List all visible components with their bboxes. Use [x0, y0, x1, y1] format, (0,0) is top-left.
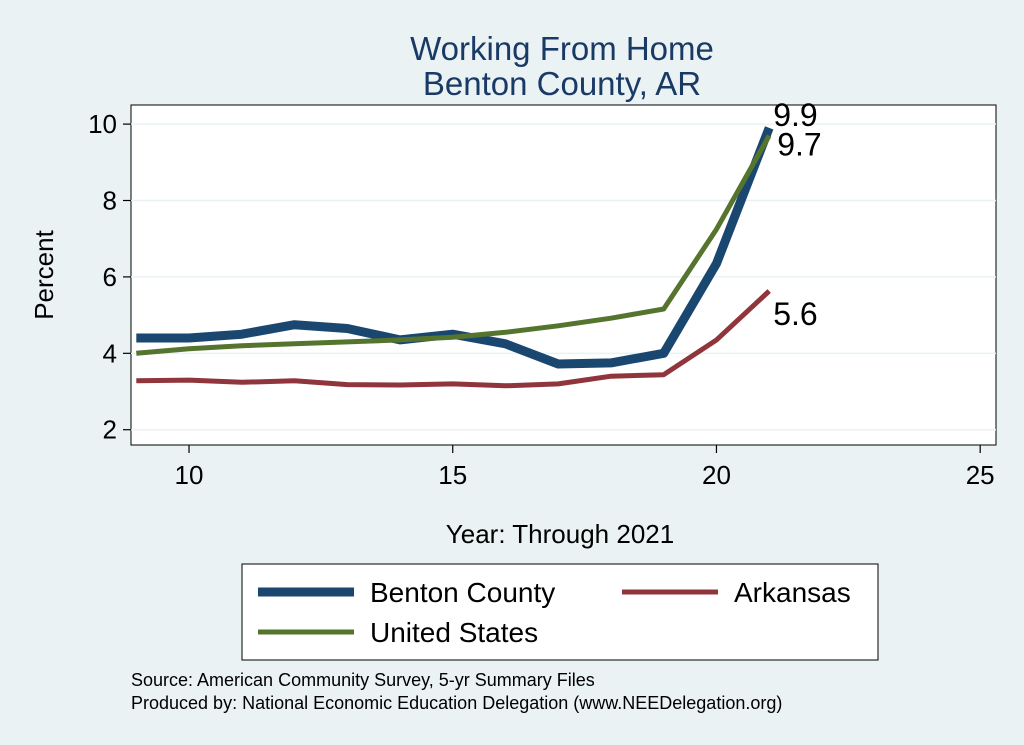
y-tick-label: 8 — [103, 186, 117, 216]
legend-box — [241, 563, 879, 661]
y-tick-label: 4 — [103, 338, 117, 368]
end-label-arkansas: 5.6 — [773, 296, 817, 332]
series-line-united-states — [136, 134, 772, 356]
chart-title: Working From Home — [410, 30, 714, 67]
producer-note: Produced by: National Economic Education… — [131, 693, 782, 713]
y-tick-label: 10 — [88, 109, 117, 139]
plot-area — [130, 104, 997, 446]
end-labels: 9.9 5.6 9.7 — [773, 97, 821, 332]
y-axis-label: Percent — [29, 229, 59, 319]
legend-label-arkansas: Arkansas — [734, 577, 851, 608]
x-axis-label: Year: Through 2021 — [446, 519, 674, 549]
end-label-benton-county: 9.9 — [773, 97, 817, 133]
y-tick-label: 6 — [103, 262, 117, 292]
chart-subtitle: Benton County, AR — [423, 65, 701, 102]
series-lines — [136, 126, 774, 389]
source-note: Source: American Community Survey, 5-yr … — [131, 670, 595, 690]
series-line-arkansas — [136, 289, 771, 389]
legend: Benton County Arkansas United States — [258, 577, 851, 648]
grid-lines — [131, 123, 996, 431]
x-tick-label: 10 — [175, 460, 204, 490]
legend-label-benton-county: Benton County — [370, 577, 555, 608]
x-tick-label: 20 — [702, 460, 731, 490]
legend-label-united-states: United States — [370, 617, 538, 648]
end-label-united-states: 9.7 — [777, 127, 821, 163]
axes: 2 4 6 8 10 10 15 20 25 — [88, 109, 995, 490]
x-tick-label: 15 — [438, 460, 467, 490]
y-tick-label: 2 — [103, 415, 117, 445]
x-tick-label: 25 — [966, 460, 995, 490]
series-line-benton-county — [136, 126, 774, 369]
